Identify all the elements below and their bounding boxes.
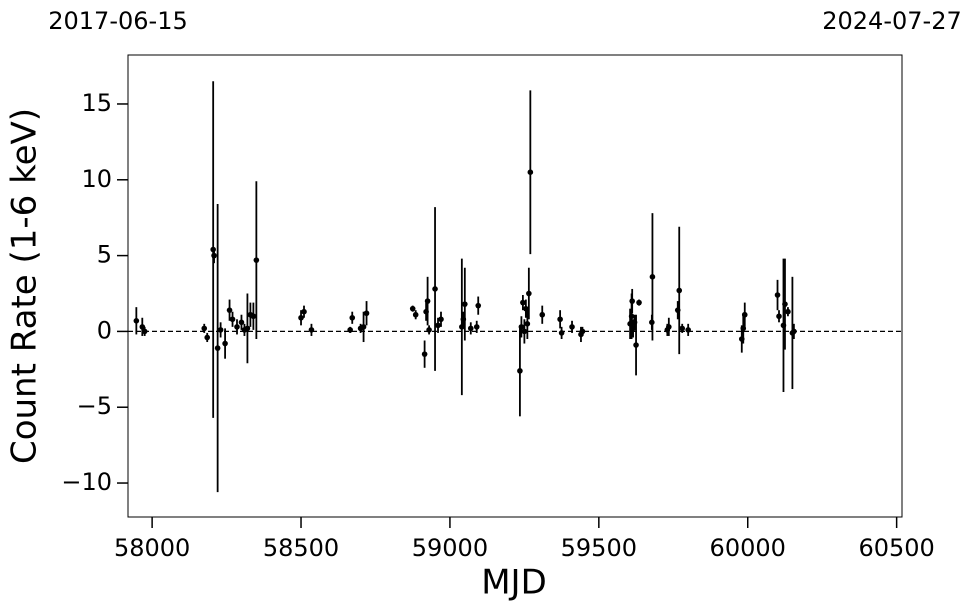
data-point [776, 313, 782, 320]
data-point [139, 324, 146, 330]
x-tick-label: 60500 [858, 534, 934, 562]
data-point [685, 327, 691, 333]
data-point [308, 327, 315, 333]
data-point [785, 308, 791, 315]
top-date-label: 2017-06-15 [48, 7, 187, 35]
data-point [679, 325, 686, 332]
data-point [421, 351, 428, 357]
top-date-label: 2024-07-27 [822, 7, 961, 35]
data-point [740, 325, 747, 332]
data-point [141, 328, 148, 335]
x-tick-label: 59500 [561, 534, 637, 562]
data-point [201, 325, 208, 332]
x-tick-label: 58000 [114, 534, 190, 562]
data-point [579, 328, 586, 335]
y-tick-label: −5 [77, 392, 112, 420]
data-point [250, 313, 257, 320]
data-point [676, 287, 683, 294]
y-tick-label: 15 [81, 89, 112, 117]
data-point [521, 328, 528, 335]
data-point [791, 328, 797, 335]
data-point [467, 325, 474, 332]
data-point [520, 299, 526, 306]
data-point [238, 319, 245, 326]
data-point [424, 298, 431, 304]
data-point [666, 324, 672, 330]
data-point [432, 286, 438, 292]
x-tick-label: 60000 [710, 534, 786, 562]
data-point [347, 327, 353, 333]
data-point [244, 325, 251, 332]
data-point [363, 310, 370, 317]
data-point [226, 307, 233, 313]
y-tick-label: 0 [97, 316, 112, 344]
data-point [234, 324, 240, 330]
data-point [633, 342, 639, 348]
data-point [211, 252, 217, 259]
data-point [475, 302, 482, 309]
data-point [774, 292, 781, 298]
plot-frame [127, 54, 903, 518]
data-point [636, 299, 642, 306]
data-point [438, 316, 444, 323]
data-point [782, 301, 788, 307]
data-point [426, 327, 432, 333]
y-tick-label: 5 [97, 241, 112, 269]
data-point [629, 298, 635, 304]
data-point [473, 324, 480, 330]
data-point [524, 321, 531, 327]
data-point [253, 257, 260, 263]
data-point [214, 345, 221, 351]
data-point [222, 340, 228, 347]
data-point [349, 314, 356, 321]
y-tick-label: −10 [61, 468, 112, 496]
data-point [435, 322, 441, 329]
x-tick-label: 58500 [263, 534, 339, 562]
data-point [539, 311, 546, 318]
data-point [526, 290, 532, 297]
data-point [204, 334, 211, 341]
data-point [301, 308, 307, 315]
data-point [412, 311, 419, 318]
data-point [409, 305, 416, 312]
data-point [557, 316, 563, 323]
data-point [527, 169, 534, 176]
data-point [649, 274, 656, 280]
y-axis-label: Count Rate (1-6 keV) [5, 108, 45, 464]
data-point [518, 324, 525, 330]
data-point [517, 368, 523, 374]
data-point [741, 311, 748, 318]
data-point [558, 330, 565, 336]
x-axis-label: MJD [481, 563, 547, 603]
data-point [229, 316, 236, 323]
y-tick-label: 10 [81, 165, 112, 193]
data-point [462, 301, 468, 307]
data-point [360, 324, 367, 330]
data-point [298, 314, 304, 321]
data-point [628, 313, 635, 320]
data-point [133, 317, 140, 324]
x-tick-label: 59000 [412, 534, 488, 562]
data-point [217, 327, 224, 333]
data-point [569, 324, 575, 330]
